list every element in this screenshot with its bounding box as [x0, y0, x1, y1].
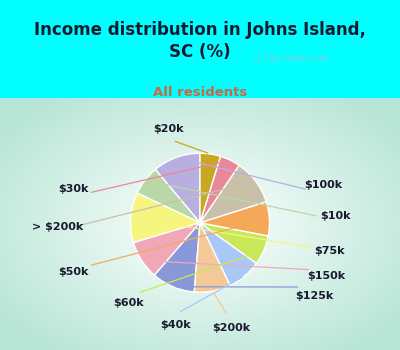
Wedge shape — [200, 165, 266, 223]
Text: $75k: $75k — [314, 246, 344, 256]
Wedge shape — [200, 153, 220, 223]
Text: Income distribution in Johns Island,
SC (%): Income distribution in Johns Island, SC … — [34, 21, 366, 61]
Text: $10k: $10k — [320, 211, 351, 220]
Wedge shape — [134, 223, 200, 275]
Wedge shape — [200, 202, 270, 236]
Wedge shape — [200, 223, 268, 263]
Text: $125k: $125k — [295, 291, 333, 301]
Text: $60k: $60k — [114, 298, 144, 308]
Wedge shape — [154, 223, 200, 292]
Text: $20k: $20k — [154, 124, 184, 134]
Text: $40k: $40k — [160, 320, 190, 330]
Text: $150k: $150k — [308, 271, 346, 281]
Text: ⓘ City-Data.com: ⓘ City-Data.com — [254, 54, 327, 63]
Text: All residents: All residents — [153, 86, 247, 99]
Wedge shape — [200, 223, 256, 285]
Text: $100k: $100k — [304, 180, 342, 190]
Text: > $200k: > $200k — [32, 222, 83, 232]
Wedge shape — [137, 169, 200, 223]
Wedge shape — [155, 153, 200, 223]
Text: $50k: $50k — [58, 267, 89, 277]
Wedge shape — [130, 193, 200, 243]
Wedge shape — [200, 156, 239, 223]
Text: $200k: $200k — [212, 323, 250, 333]
Text: $30k: $30k — [58, 184, 89, 194]
Wedge shape — [194, 223, 230, 292]
